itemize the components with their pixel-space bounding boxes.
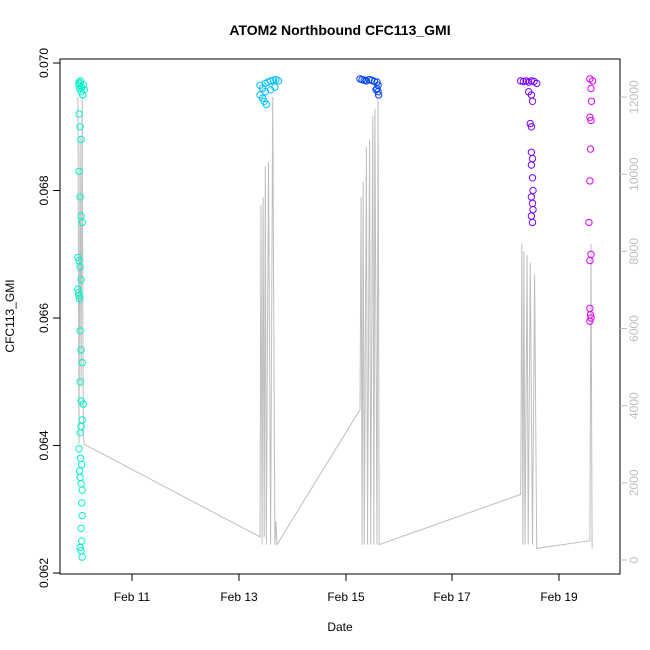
data-point xyxy=(76,263,84,271)
y2-tick-label: 2000 xyxy=(627,469,641,496)
data-point xyxy=(528,97,537,106)
y-tick-label: 0.062 xyxy=(37,558,51,588)
data-point xyxy=(78,499,86,507)
data-point xyxy=(528,174,537,182)
data-point xyxy=(587,84,595,93)
data-point xyxy=(77,480,85,488)
data-point xyxy=(526,119,534,128)
x-tick-label: Feb 13 xyxy=(220,590,258,604)
data-point xyxy=(527,212,536,220)
data-point xyxy=(77,346,85,354)
y2-tick-label: 8000 xyxy=(627,238,641,265)
data-point xyxy=(75,295,84,303)
y-tick-label: 0.064 xyxy=(37,430,51,460)
data-point xyxy=(586,304,594,313)
y2-tick-label: 0 xyxy=(627,556,641,563)
y-tick-label: 0.070 xyxy=(37,48,51,78)
data-point xyxy=(586,145,595,153)
x-tick-label: Feb 15 xyxy=(327,590,365,604)
data-point xyxy=(586,317,594,325)
data-point xyxy=(78,486,86,494)
x-axis: Feb 11 Feb 13 Feb 15 Feb 17 Feb 19 xyxy=(114,573,578,604)
data-point xyxy=(78,218,86,227)
data-point xyxy=(75,292,83,300)
x-tick-label: Feb 17 xyxy=(433,590,471,604)
data-point xyxy=(529,205,537,214)
data-point xyxy=(261,88,269,96)
data-point xyxy=(76,543,84,552)
data-point xyxy=(76,327,84,335)
data-point xyxy=(527,123,536,131)
data-point xyxy=(76,123,84,131)
data-point xyxy=(587,116,595,125)
data-point xyxy=(274,77,283,85)
data-point xyxy=(77,524,85,533)
data-point xyxy=(75,167,83,176)
data-point xyxy=(587,314,595,322)
y2-tick-label: 4000 xyxy=(627,392,641,419)
data-point xyxy=(527,193,536,201)
y2-tick-label: 10000 xyxy=(627,157,641,191)
data-point xyxy=(271,83,279,91)
data-point xyxy=(77,212,85,220)
data-point xyxy=(372,86,380,94)
data-point xyxy=(587,97,596,106)
data-point xyxy=(588,77,597,85)
data-point xyxy=(586,256,594,265)
data-point xyxy=(78,537,86,545)
data-point xyxy=(77,276,85,284)
data-point xyxy=(79,81,88,89)
data-point xyxy=(75,467,84,475)
data-point xyxy=(80,86,89,94)
data-point xyxy=(78,553,86,561)
data-point xyxy=(78,416,86,424)
data-point xyxy=(76,473,84,482)
data-point xyxy=(527,148,536,157)
altitude-line xyxy=(77,96,593,549)
data-points xyxy=(74,75,597,561)
data-point xyxy=(527,161,536,169)
data-point xyxy=(519,77,528,86)
y-tick-label: 0.066 xyxy=(37,303,51,333)
y-axis-label: CFC113_GMI xyxy=(3,279,17,352)
data-point xyxy=(76,454,85,462)
data-point xyxy=(78,460,86,469)
data-point xyxy=(517,77,525,85)
secondary-y-axis: 0 2000 4000 6000 8000 10000 12000 xyxy=(620,80,641,563)
chart-title: ATOM2 Northbound CFC113_GMI xyxy=(229,22,450,38)
altitude-line-group xyxy=(77,96,593,549)
data-point xyxy=(262,100,270,109)
data-point xyxy=(77,135,85,144)
y2-tick-label: 12000 xyxy=(627,80,641,114)
data-point xyxy=(74,253,82,262)
data-point xyxy=(76,429,84,437)
data-point xyxy=(79,400,88,408)
data-point xyxy=(586,177,594,185)
y2-tick-label: 6000 xyxy=(627,315,641,342)
data-point xyxy=(528,218,537,227)
y-axis: 0.062 0.064 0.066 0.068 0.070 xyxy=(37,48,61,588)
data-point xyxy=(75,110,83,118)
data-point xyxy=(76,378,84,386)
data-point xyxy=(528,199,537,208)
x-axis-label: Date xyxy=(327,620,353,634)
data-point xyxy=(75,445,83,453)
x-tick-label: Feb 11 xyxy=(114,590,151,604)
data-point xyxy=(79,91,87,99)
y-tick-label: 0.068 xyxy=(37,175,51,205)
data-point xyxy=(78,358,86,367)
data-point xyxy=(529,186,537,195)
data-point xyxy=(78,511,86,520)
data-point xyxy=(585,218,593,227)
data-point xyxy=(374,88,382,96)
data-point xyxy=(586,113,594,121)
data-point xyxy=(528,154,537,163)
x-tick-label: Feb 19 xyxy=(540,590,578,604)
data-point xyxy=(76,193,84,201)
data-point xyxy=(533,79,541,88)
